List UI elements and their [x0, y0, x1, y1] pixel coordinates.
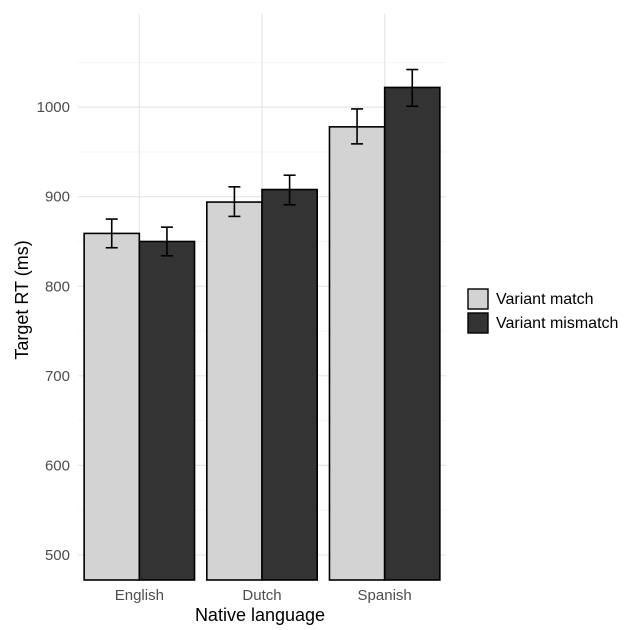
- bars: [83, 86, 441, 581]
- bar-english-variant-mismatch: [138, 240, 196, 581]
- x-tick-label: Dutch: [242, 587, 281, 604]
- error-bar: [283, 174, 296, 206]
- legend-label: Variant match: [496, 291, 594, 308]
- x-axis-tick-labels: English Dutch Spanish: [115, 587, 412, 604]
- legend-label: Variant mismatch: [496, 315, 618, 332]
- y-tick-label: 500: [45, 547, 70, 564]
- x-tick-label: Spanish: [358, 587, 412, 604]
- y-axis-tick-labels: 500 600 700 800 900 1000: [37, 99, 70, 564]
- error-bar: [105, 218, 118, 249]
- y-axis-title: Target RT (ms): [12, 240, 32, 359]
- error-bar: [160, 226, 173, 257]
- y-tick-label: 700: [45, 368, 70, 385]
- x-tick-label: English: [115, 587, 164, 604]
- y-tick-label: 600: [45, 457, 70, 474]
- error-bar: [351, 108, 364, 145]
- bar-spanish-variant-match: [328, 126, 386, 581]
- error-bars: [105, 68, 419, 257]
- legend-key: [467, 288, 489, 310]
- error-bar: [406, 68, 419, 108]
- legend-key: [467, 312, 489, 334]
- y-tick-label: 800: [45, 278, 70, 295]
- bar-dutch-variant-mismatch: [261, 188, 319, 581]
- bar-spanish-variant-mismatch: [383, 86, 441, 581]
- y-tick-label: 900: [45, 189, 70, 206]
- bar-english-variant-match: [83, 232, 141, 581]
- y-tick-label: 1000: [37, 99, 70, 116]
- x-axis-title: Native language: [195, 605, 325, 625]
- bar-dutch-variant-match: [206, 201, 263, 581]
- error-bar: [228, 186, 241, 218]
- legend: Variant match Variant mismatch: [467, 288, 618, 334]
